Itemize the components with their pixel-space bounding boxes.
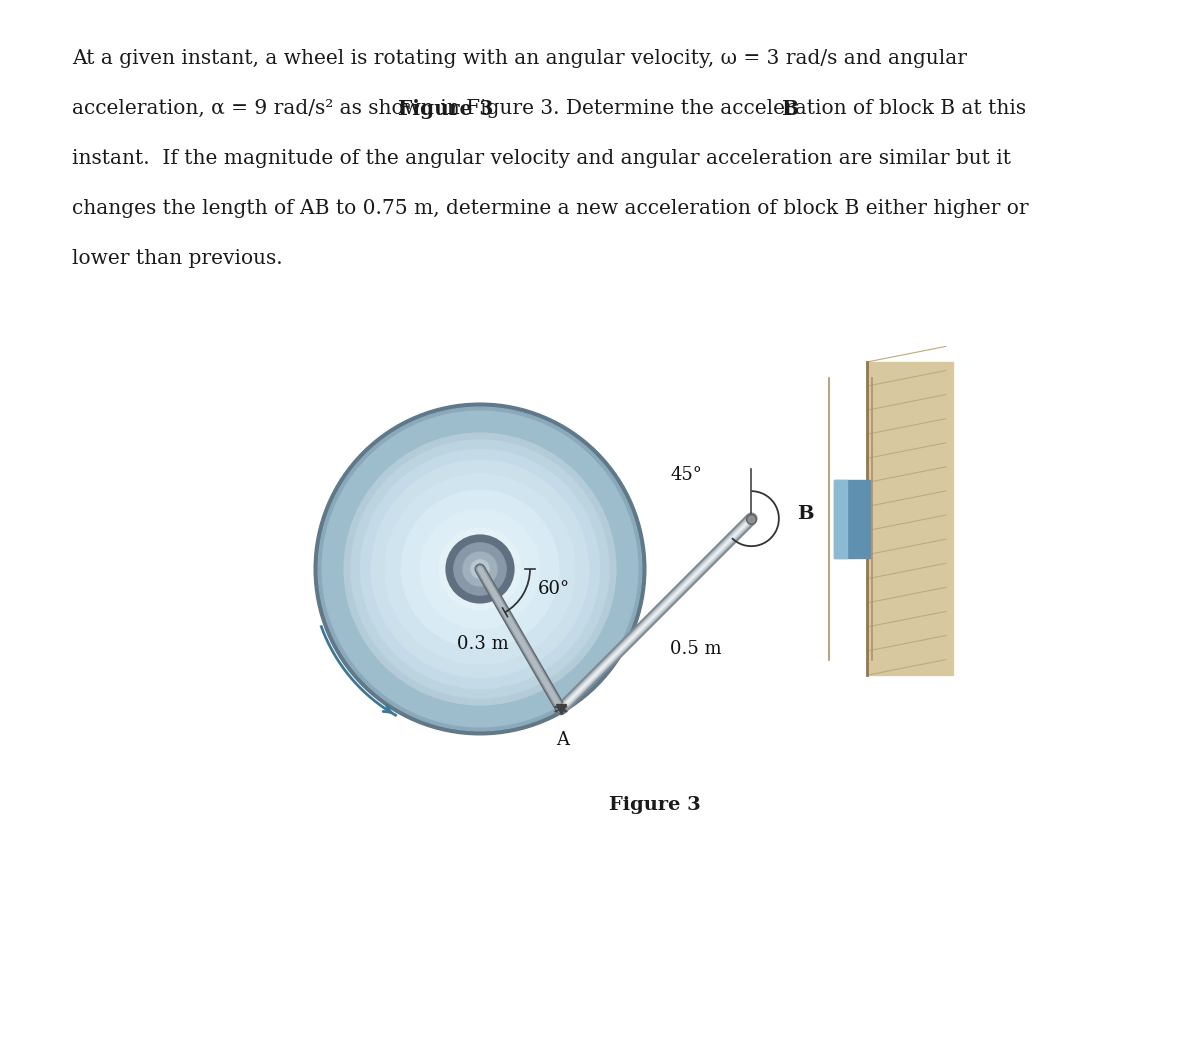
Text: instant.  If the magnitude of the angular velocity and angular acceleration are : instant. If the magnitude of the angular…	[72, 149, 1010, 168]
Text: 60°: 60°	[538, 580, 570, 598]
Text: 0.3 m: 0.3 m	[456, 635, 509, 654]
Bar	[866, 362, 953, 675]
Text: B: B	[797, 504, 814, 523]
Circle shape	[420, 509, 540, 628]
Circle shape	[344, 433, 616, 705]
Circle shape	[352, 441, 608, 697]
Text: B: B	[781, 99, 799, 119]
Bar	[834, 479, 847, 557]
Text: Figure 3: Figure 3	[397, 99, 493, 119]
Circle shape	[322, 411, 638, 727]
Text: acceleration, α = 9 rad/s² as shown in Figure 3. Determine the acceleration of b: acceleration, α = 9 rad/s² as shown in F…	[72, 99, 1026, 118]
Text: A: A	[557, 731, 570, 750]
Circle shape	[344, 433, 616, 705]
Text: Figure 3: Figure 3	[610, 796, 701, 814]
Bar	[834, 479, 870, 557]
Circle shape	[454, 543, 506, 595]
Text: 45°: 45°	[671, 466, 702, 483]
Text: changes the length of AB to 0.75 m, determine a new acceleration of block B eith: changes the length of AB to 0.75 m, dete…	[72, 199, 1028, 218]
Circle shape	[446, 535, 514, 603]
Text: lower than previous.: lower than previous.	[72, 250, 283, 268]
Text: At a given instant, a wheel is rotating with an angular velocity, ω = 3 rad/s an: At a given instant, a wheel is rotating …	[72, 49, 967, 68]
Circle shape	[439, 528, 521, 610]
Circle shape	[401, 491, 559, 647]
Circle shape	[372, 460, 588, 678]
Circle shape	[385, 474, 575, 664]
Circle shape	[360, 450, 600, 688]
Circle shape	[318, 407, 642, 731]
Circle shape	[470, 560, 490, 578]
Circle shape	[314, 403, 646, 735]
Circle shape	[463, 552, 497, 586]
Text: 0.5 m: 0.5 m	[671, 640, 722, 658]
